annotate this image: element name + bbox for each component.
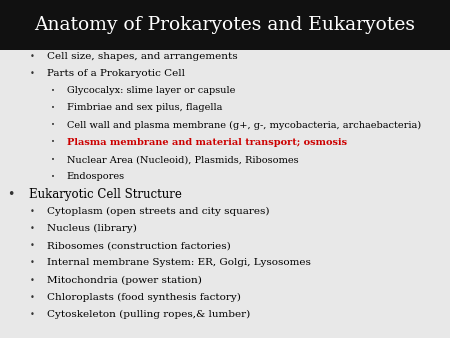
Text: Endospores: Endospores [67, 172, 125, 181]
Text: Eukaryotic Cell Structure: Eukaryotic Cell Structure [29, 188, 182, 200]
Text: Chloroplasts (food synthesis factory): Chloroplasts (food synthesis factory) [47, 293, 241, 302]
Text: Nuclear Area (Nucleoid), Plasmids, Ribosomes: Nuclear Area (Nucleoid), Plasmids, Ribos… [67, 155, 298, 164]
Text: •: • [30, 224, 35, 233]
Text: •: • [30, 207, 35, 216]
FancyBboxPatch shape [0, 0, 450, 50]
Text: •: • [30, 276, 35, 285]
Text: Parts of a Prokaryotic Cell: Parts of a Prokaryotic Cell [47, 69, 185, 78]
Text: Cytoskeleton (pulling ropes,& lumber): Cytoskeleton (pulling ropes,& lumber) [47, 310, 251, 319]
Text: Internal membrane System: ER, Golgi, Lysosomes: Internal membrane System: ER, Golgi, Lys… [47, 259, 311, 267]
Text: Cytoplasm (open streets and city squares): Cytoplasm (open streets and city squares… [47, 207, 270, 216]
Text: •: • [30, 293, 35, 302]
Text: Mitochondria (power station): Mitochondria (power station) [47, 276, 202, 285]
Text: •: • [8, 188, 15, 200]
Text: Plasma membrane and material transport; osmosis: Plasma membrane and material transport; … [67, 138, 347, 147]
Text: Anatomy of Prokaryotes and Eukaryotes: Anatomy of Prokaryotes and Eukaryotes [35, 16, 415, 34]
Text: •: • [51, 156, 55, 163]
Text: •: • [51, 105, 55, 111]
Text: •: • [51, 139, 55, 145]
Text: Glycocalyx: slime layer or capsule: Glycocalyx: slime layer or capsule [67, 86, 235, 95]
Text: Prokaryotic Cell Structure: Prokaryotic Cell Structure [29, 32, 187, 45]
Text: Nucleus (library): Nucleus (library) [47, 224, 137, 233]
Text: Ribosomes (construction factories): Ribosomes (construction factories) [47, 241, 231, 250]
Text: •: • [51, 88, 55, 94]
Text: •: • [8, 32, 15, 45]
Text: •: • [30, 310, 35, 319]
Text: Cell wall and plasma membrane (g+, g-, mycobacteria, archaebacteria): Cell wall and plasma membrane (g+, g-, m… [67, 121, 421, 129]
Text: •: • [30, 241, 35, 250]
Text: •: • [51, 174, 55, 180]
Text: •: • [30, 69, 35, 78]
Text: •: • [30, 52, 35, 61]
Text: •: • [51, 122, 55, 128]
Text: •: • [30, 259, 35, 267]
Text: Cell size, shapes, and arrangements: Cell size, shapes, and arrangements [47, 52, 238, 61]
Text: Fimbriae and sex pilus, flagella: Fimbriae and sex pilus, flagella [67, 103, 222, 112]
